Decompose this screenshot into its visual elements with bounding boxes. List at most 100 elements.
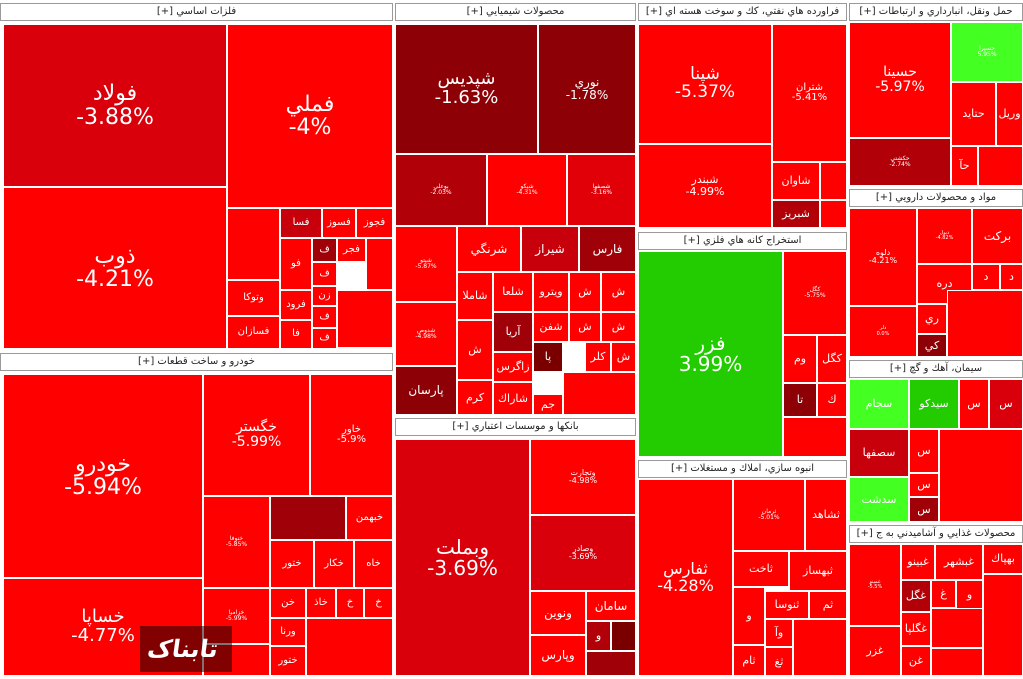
tile[interactable]: ويترو (533, 272, 569, 312)
tile[interactable]: ش (569, 272, 601, 312)
tile[interactable] (947, 290, 1023, 357)
tile[interactable]: ثنوسا (765, 591, 809, 619)
tile[interactable]: ونوين (530, 591, 586, 635)
tile[interactable]: شپديس -1.63% (395, 24, 538, 154)
tile[interactable]: زاگرس (493, 352, 533, 382)
tile[interactable]: خ (364, 588, 393, 618)
tile[interactable]: وريل (996, 82, 1023, 146)
tile[interactable]: پارسان (395, 366, 457, 415)
tile[interactable]: ورنا (270, 618, 306, 646)
tile[interactable]: و (733, 587, 765, 645)
tile[interactable] (227, 208, 280, 280)
tile[interactable]: ثرمان -5.01% (733, 479, 805, 551)
tile[interactable]: ري (917, 304, 947, 334)
tile[interactable]: فولاد -3.88% (3, 24, 227, 187)
tile[interactable]: و (586, 621, 611, 651)
tile[interactable] (820, 162, 847, 200)
tile[interactable]: سيدكو (909, 379, 959, 429)
tile[interactable]: فسا (280, 208, 322, 238)
sector-header[interactable]: فراورده هاي نفتي، كك و سوخت هسته اي [+] (638, 3, 847, 21)
tile[interactable]: ثبهساز (789, 551, 847, 591)
tile[interactable]: ثشاهد (805, 479, 847, 551)
tile[interactable]: وم (783, 335, 817, 383)
tile[interactable] (978, 146, 1023, 186)
tile[interactable] (611, 621, 636, 651)
tile[interactable]: خن (270, 588, 306, 618)
tile[interactable]: سصفها (849, 429, 909, 477)
tile[interactable]: فجوز (356, 208, 393, 238)
tile[interactable]: كگل -5.75% (783, 251, 847, 335)
tile[interactable]: فا (280, 320, 312, 349)
tile[interactable]: غبينو (901, 544, 935, 580)
tile[interactable]: حتايد (951, 82, 996, 146)
tile[interactable]: ف (312, 262, 337, 286)
tile[interactable]: س (909, 473, 939, 497)
tile[interactable]: د (1000, 264, 1023, 290)
sector-header[interactable]: استخراج كانه هاي فلزي [+] (638, 232, 847, 250)
tile[interactable] (586, 651, 636, 676)
tile[interactable]: شرنگي (457, 226, 521, 272)
tile[interactable]: ختور (270, 540, 314, 588)
tile[interactable]: بوعلي -2.03% (395, 154, 487, 226)
tile[interactable] (931, 648, 983, 676)
sector-header[interactable]: محصولات شيميايي [+] (395, 3, 636, 21)
sector-header[interactable]: انبوه سازي، املاك و مستغلات [+] (638, 460, 847, 478)
tile[interactable]: فرود (280, 290, 312, 320)
tile[interactable]: جم (533, 394, 563, 415)
tile[interactable]: كرم (457, 380, 493, 415)
tile[interactable]: سدشت (849, 477, 909, 522)
tile[interactable]: بركت (972, 208, 1023, 264)
tile[interactable]: ش (601, 312, 636, 342)
tile[interactable]: ف (312, 306, 337, 328)
tile[interactable]: غ (931, 580, 956, 608)
tile[interactable]: آريا (493, 312, 533, 352)
tile[interactable]: كي (917, 334, 947, 357)
tile[interactable]: ثاخت (733, 551, 789, 587)
tile[interactable]: پا (533, 342, 563, 372)
tile[interactable]: شپكو -4.31% (487, 154, 567, 226)
tile[interactable]: بهپاك (983, 544, 1023, 574)
tile[interactable]: ف (312, 238, 337, 262)
tile[interactable]: شصفها -3.16% (567, 154, 636, 226)
tile[interactable]: ش (569, 312, 601, 342)
sector-header[interactable]: حمل ونقل، انبارداري و ارتباطات [+] (849, 3, 1023, 21)
tile[interactable]: خكار (314, 540, 354, 588)
sector-header[interactable]: سيمان، آهك و گچ [+] (849, 360, 1023, 378)
tile[interactable]: خ (336, 588, 364, 618)
tile[interactable]: شاملا (457, 272, 493, 320)
tile[interactable]: ثفارس -4.28% (638, 479, 733, 676)
tile[interactable]: فجر (337, 238, 366, 262)
tile[interactable]: ك (817, 383, 847, 417)
tile[interactable] (783, 417, 847, 457)
tile[interactable]: خاه (354, 540, 393, 588)
tile[interactable]: تا (783, 383, 817, 417)
tile[interactable]: ثام (733, 645, 765, 676)
sector-header[interactable]: فلزات اساسي [+] (0, 3, 393, 21)
tile[interactable]: شپنا -5.37% (638, 24, 772, 144)
tile[interactable]: غن (901, 646, 931, 676)
tile[interactable]: ثغ (765, 647, 793, 676)
tile[interactable]: خگستر -5.99% (203, 374, 310, 496)
tile[interactable]: وپارس (530, 635, 586, 676)
tile[interactable]: خبهمن (346, 496, 393, 540)
tile[interactable]: س (909, 429, 939, 473)
tile[interactable]: ختور (270, 646, 306, 676)
tile[interactable]: س (909, 497, 939, 522)
tile[interactable]: وتجارت -4.98% (530, 439, 636, 515)
tile[interactable]: شاراك (493, 382, 533, 415)
tile[interactable]: وصادر -3.69% (530, 515, 636, 591)
tile[interactable]: وآ (765, 619, 793, 647)
tile[interactable]: وتوكا (227, 280, 280, 316)
tile[interactable]: خاذ (306, 588, 336, 618)
tile[interactable]: شتران -5.41% (772, 24, 847, 162)
tile[interactable]: شفن (533, 312, 569, 342)
tile[interactable] (939, 429, 1023, 522)
tile[interactable] (983, 574, 1023, 676)
tile[interactable] (820, 200, 847, 228)
tile[interactable] (793, 619, 847, 676)
tile[interactable]: د (972, 264, 1000, 290)
tile[interactable]: ش (457, 320, 493, 380)
tile[interactable]: دبول -4.82% (917, 208, 972, 264)
sector-header[interactable]: خودرو و ساخت قطعات [+] (0, 353, 393, 371)
tile[interactable]: فسوز (322, 208, 356, 238)
